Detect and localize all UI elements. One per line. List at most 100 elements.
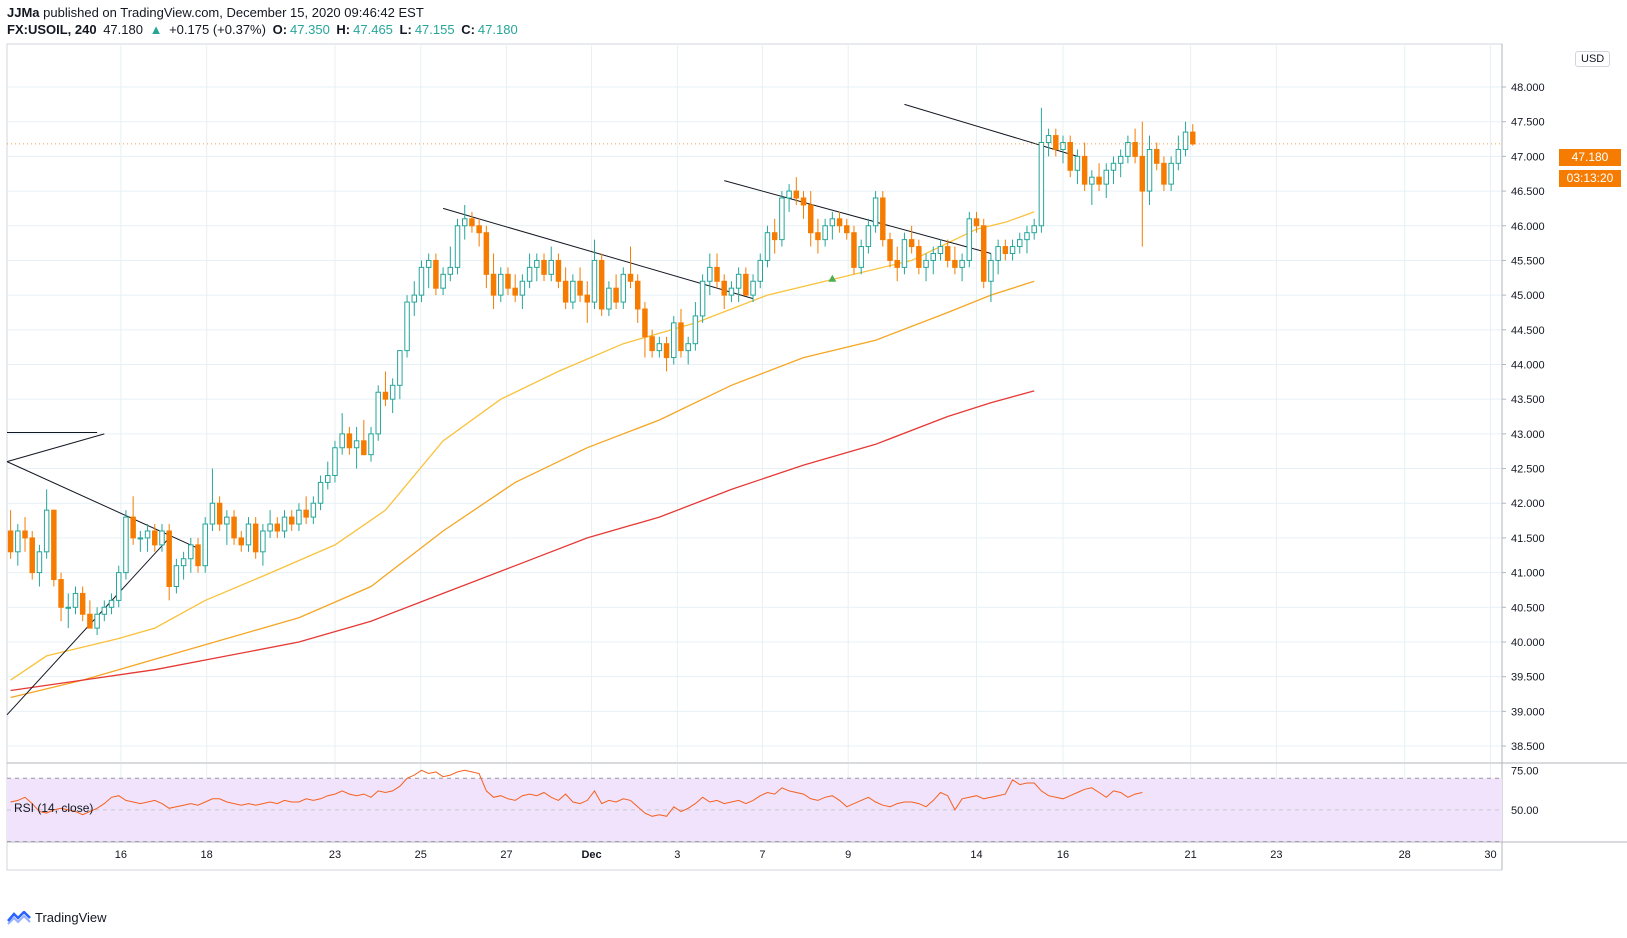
candle-body bbox=[894, 259, 900, 268]
candle-body bbox=[980, 225, 987, 282]
candle-body bbox=[130, 516, 136, 539]
trendline[interactable] bbox=[6, 461, 199, 549]
candle-body bbox=[750, 280, 756, 296]
candle-body bbox=[1096, 176, 1102, 185]
price-tick-label: 47.000 bbox=[1511, 151, 1545, 163]
candle-body bbox=[865, 225, 872, 248]
candle-body bbox=[433, 259, 439, 289]
candle-body bbox=[1038, 142, 1045, 227]
time-tick-label: Dec bbox=[581, 849, 601, 861]
candle-body bbox=[72, 592, 79, 608]
low-value: 47.155 bbox=[414, 22, 455, 37]
candle-body bbox=[526, 266, 533, 282]
candle-body bbox=[1024, 232, 1030, 241]
price-tick-label: 40.000 bbox=[1511, 637, 1545, 649]
candle-body bbox=[973, 218, 980, 227]
candle-body bbox=[368, 433, 374, 456]
last-price-tag: 47.180 bbox=[1559, 149, 1621, 166]
candle-body bbox=[584, 294, 591, 303]
candle-body bbox=[649, 336, 655, 352]
change-value: +0.175 (+0.37%) bbox=[169, 22, 266, 37]
time-tick-label: 30 bbox=[1484, 849, 1496, 861]
moving-average-line bbox=[10, 211, 1035, 681]
candle-body bbox=[735, 273, 742, 289]
candle-body bbox=[1067, 142, 1073, 171]
candle-body bbox=[144, 530, 151, 539]
trendline[interactable] bbox=[904, 103, 1078, 157]
signal-triangle-icon bbox=[828, 274, 837, 282]
footer-brand[interactable]: TradingView bbox=[7, 910, 107, 925]
currency-button[interactable]: USD bbox=[1575, 51, 1611, 67]
candle-body bbox=[389, 384, 396, 400]
candle-body bbox=[807, 204, 814, 234]
time-tick-label: 16 bbox=[1057, 849, 1069, 861]
candle-body bbox=[1060, 142, 1066, 150]
rsi-label[interactable]: RSI (14, close) bbox=[14, 801, 94, 815]
last-price: 47.180 bbox=[103, 22, 143, 37]
candle-body bbox=[260, 530, 266, 553]
candle-body bbox=[180, 558, 187, 567]
tradingview-logo-icon bbox=[7, 910, 31, 925]
candle-body bbox=[1074, 155, 1081, 171]
open-label: O: bbox=[272, 22, 288, 37]
time-tick-label: 7 bbox=[759, 849, 765, 861]
publisher-name[interactable]: JJMa bbox=[7, 5, 40, 20]
candle-body bbox=[764, 232, 771, 261]
candle-body bbox=[541, 259, 547, 275]
candle-body bbox=[620, 273, 627, 303]
candle-body bbox=[728, 287, 735, 296]
candle-body bbox=[411, 294, 418, 303]
candle-body bbox=[317, 481, 324, 504]
candle-body bbox=[627, 273, 634, 282]
candle-body bbox=[36, 551, 43, 574]
candle-body bbox=[779, 197, 785, 241]
candle-body bbox=[930, 253, 937, 261]
open-value: 47.350 bbox=[290, 22, 330, 37]
trendline[interactable] bbox=[724, 180, 992, 254]
candle-body bbox=[1139, 155, 1146, 192]
candle-body bbox=[1002, 246, 1009, 255]
candle-body bbox=[469, 218, 475, 227]
candle-body bbox=[101, 606, 108, 615]
candle-body bbox=[1168, 162, 1174, 185]
published-text: published on TradingView.com, December 1… bbox=[43, 5, 424, 20]
candle-body bbox=[534, 259, 540, 268]
candle-body bbox=[901, 239, 908, 268]
price-tick-label: 42.000 bbox=[1511, 498, 1545, 510]
candle-body bbox=[22, 530, 28, 539]
candle-body bbox=[685, 343, 691, 352]
candle-body bbox=[519, 280, 526, 296]
price-tick-label: 47.500 bbox=[1511, 117, 1545, 129]
candle-body bbox=[152, 530, 158, 546]
candle-body bbox=[699, 280, 706, 317]
candle-body bbox=[339, 433, 345, 449]
candle-body bbox=[800, 197, 807, 206]
candle-body bbox=[43, 509, 50, 553]
price-tick-label: 45.500 bbox=[1511, 255, 1545, 267]
price-tick-label: 44.000 bbox=[1511, 359, 1545, 371]
price-tick-label: 41.000 bbox=[1511, 568, 1545, 580]
trendline[interactable] bbox=[6, 433, 105, 463]
candle-body bbox=[678, 322, 684, 352]
candle-body bbox=[332, 447, 338, 476]
candle-body bbox=[252, 523, 259, 553]
candle-body bbox=[425, 259, 432, 268]
candle-body bbox=[1110, 162, 1117, 171]
candle-body bbox=[570, 280, 576, 303]
rsi-tick-label: 50.00 bbox=[1511, 805, 1539, 817]
candle-body bbox=[238, 537, 245, 546]
price-tick-label: 48.000 bbox=[1511, 82, 1545, 94]
candle-body bbox=[887, 239, 893, 261]
candle-body bbox=[1103, 169, 1109, 185]
symbol-label[interactable]: FX:USOIL, 240 bbox=[7, 22, 97, 37]
candle-body bbox=[79, 592, 86, 615]
candle-body bbox=[944, 246, 951, 261]
candle-body bbox=[663, 343, 670, 359]
candle-body bbox=[793, 190, 800, 199]
candle-body bbox=[202, 523, 208, 567]
candle-body bbox=[281, 516, 288, 532]
candle-body bbox=[195, 544, 201, 567]
trendline[interactable] bbox=[442, 207, 754, 300]
candle-body bbox=[382, 391, 389, 400]
